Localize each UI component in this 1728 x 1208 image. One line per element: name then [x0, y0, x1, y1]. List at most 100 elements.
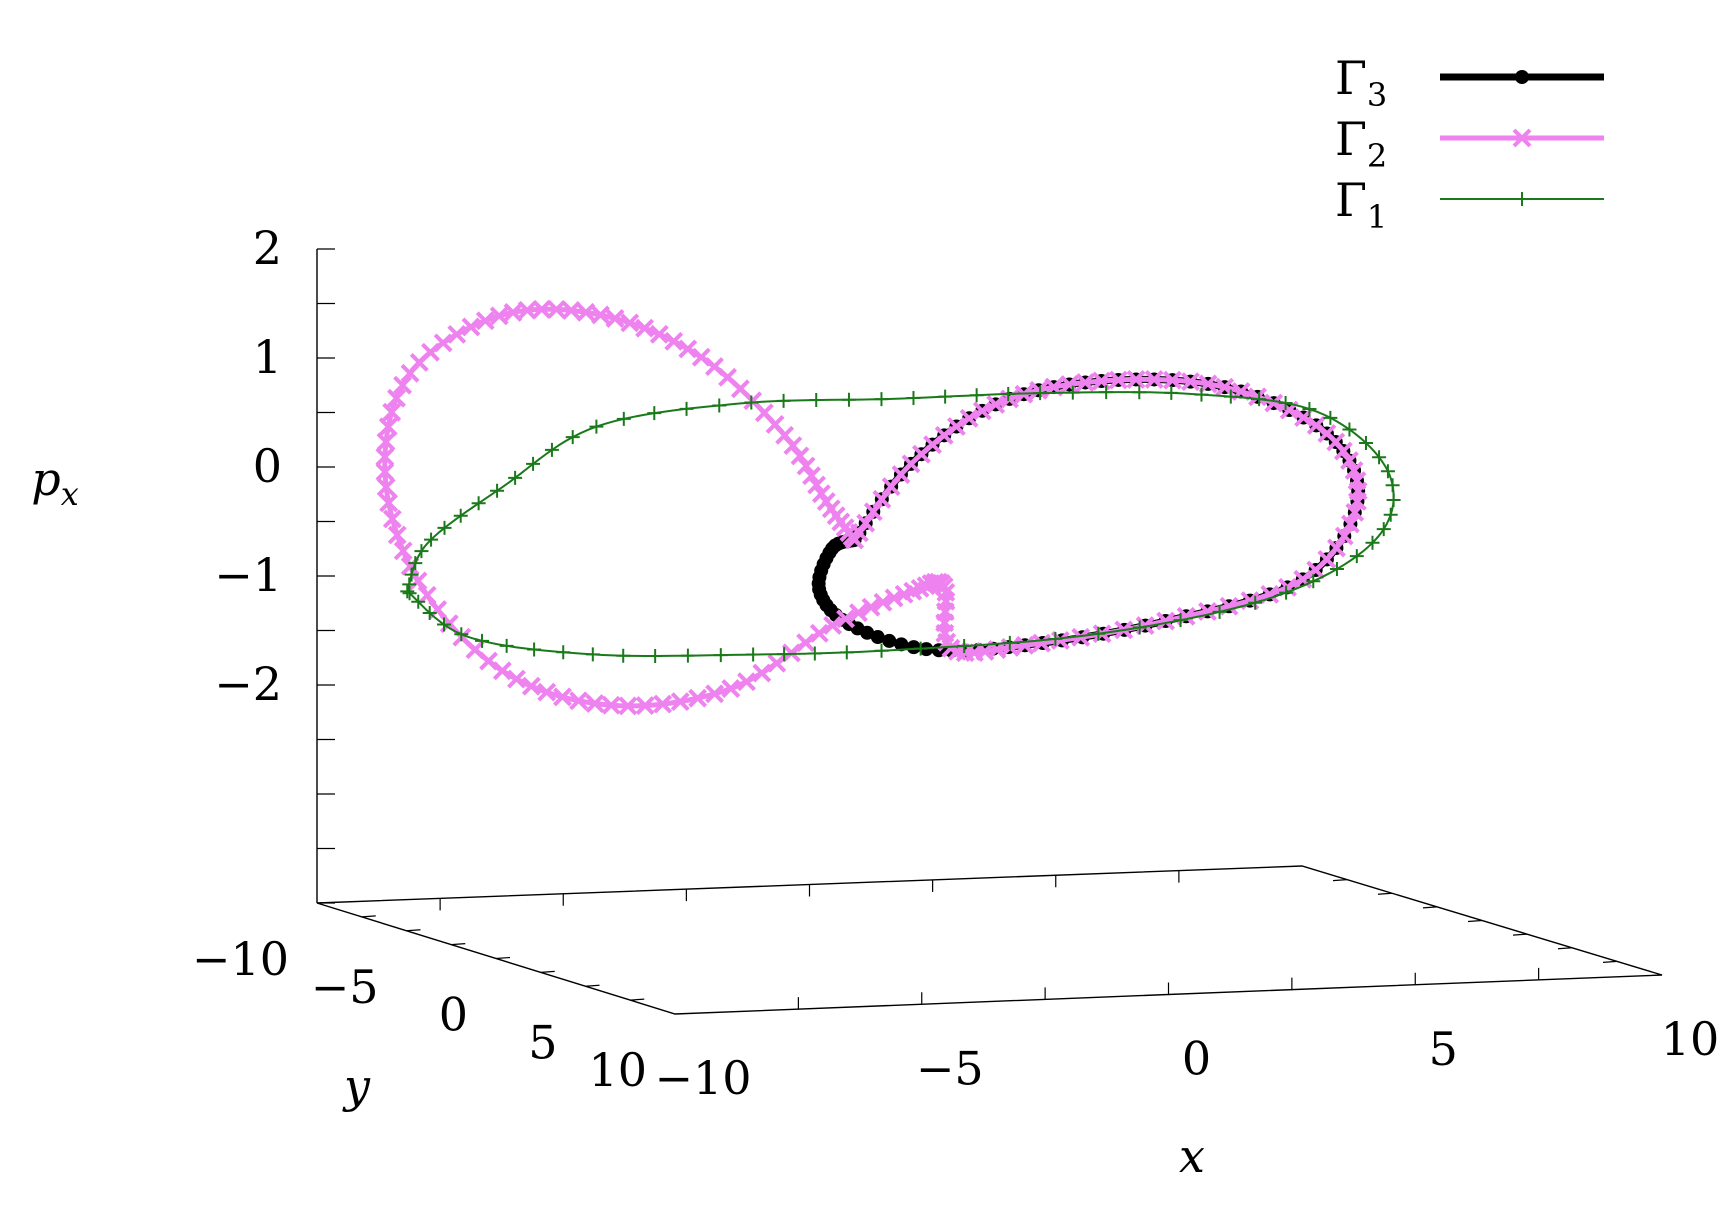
legend-label: Γ3 — [1335, 51, 1387, 114]
legend-marker — [1512, 128, 1532, 148]
data-point — [1372, 450, 1387, 465]
x-axis-label: x — [1179, 1129, 1205, 1183]
data-point — [649, 324, 669, 344]
data-point — [783, 436, 803, 456]
data-point — [1349, 549, 1364, 564]
data-point — [635, 318, 655, 338]
y-tick-mark — [585, 984, 600, 987]
data-point — [721, 679, 741, 698]
data-point — [1333, 441, 1353, 461]
data-point — [737, 672, 756, 692]
data-point — [591, 305, 610, 325]
data-point — [569, 691, 589, 711]
data-point — [561, 301, 581, 320]
z-axis-label: px — [31, 452, 79, 513]
data-point — [863, 502, 883, 522]
x-tick-label: 5 — [1429, 1022, 1458, 1076]
data-point — [934, 425, 954, 445]
data-point — [1376, 522, 1391, 537]
data-point — [375, 462, 395, 482]
data-point — [411, 594, 426, 609]
data-point — [376, 432, 396, 452]
y-tick-mark — [1377, 892, 1393, 895]
data-point — [882, 633, 897, 648]
data-point — [845, 530, 864, 550]
legend-marker — [1515, 70, 1529, 84]
data-point — [547, 299, 566, 319]
data-point — [379, 493, 399, 513]
base-plane — [316, 865, 1663, 1015]
data-point — [576, 302, 596, 322]
data-point — [809, 393, 824, 408]
data-point — [1386, 492, 1401, 507]
data-point — [957, 639, 972, 654]
data-point — [1194, 387, 1209, 402]
data-point — [616, 648, 631, 663]
data-point — [1071, 627, 1091, 647]
data-point — [1212, 604, 1227, 619]
data-point — [447, 324, 467, 344]
data-point — [565, 430, 580, 445]
data-point — [382, 509, 402, 529]
data-point — [713, 648, 728, 663]
data-point — [1383, 507, 1398, 522]
data-point — [544, 442, 559, 457]
data-point — [1223, 389, 1238, 404]
data-point — [1306, 560, 1326, 580]
data-point — [872, 489, 892, 509]
data-point — [1385, 478, 1400, 493]
data-point — [433, 333, 453, 353]
y-tick-mark — [1422, 906, 1438, 909]
data-point — [776, 393, 791, 408]
data-point — [744, 395, 759, 410]
data-point — [1380, 464, 1395, 479]
data-point — [387, 388, 406, 408]
data-point — [400, 584, 415, 599]
data-point — [802, 466, 821, 486]
data-point — [620, 313, 640, 333]
data-point — [1323, 410, 1338, 425]
data-point — [680, 648, 695, 663]
data-point — [913, 641, 928, 656]
data-point — [402, 586, 417, 601]
y-tick-mark — [630, 998, 645, 1001]
data-point — [605, 309, 625, 328]
legend-item: Γ2 — [1335, 112, 1604, 175]
data-point — [382, 402, 402, 422]
z-tick-label: −1 — [214, 548, 282, 602]
data-point — [589, 419, 604, 434]
data-point — [618, 696, 638, 716]
data-point — [972, 401, 992, 421]
data-point — [532, 299, 552, 319]
y-tick-mark — [361, 915, 376, 918]
x-tick-label: −5 — [916, 1041, 984, 1095]
data-point — [1365, 535, 1380, 550]
data-point — [809, 623, 829, 643]
data-point — [746, 647, 761, 662]
data-point — [1248, 387, 1267, 407]
data-point — [647, 406, 662, 421]
data-point — [408, 556, 423, 571]
y-tick-mark — [1557, 947, 1573, 950]
data-point — [507, 669, 526, 689]
y-tick-label: 5 — [528, 1015, 557, 1069]
data-point — [421, 342, 440, 362]
data-point — [1144, 370, 1164, 389]
data-point — [556, 645, 571, 660]
data-point — [601, 695, 621, 715]
data-point — [454, 627, 469, 642]
data-point — [585, 647, 600, 662]
data-point — [1279, 585, 1294, 600]
data-point — [807, 646, 822, 661]
data-point — [376, 477, 396, 497]
legend-item: Γ3 — [1335, 51, 1604, 114]
data-point — [648, 648, 663, 663]
data-point — [424, 532, 439, 547]
data-point — [461, 317, 481, 337]
z-tick-label: 0 — [253, 439, 282, 493]
data-point — [1198, 374, 1218, 394]
y-tick-mark — [1467, 919, 1483, 923]
y-tick-mark — [495, 956, 511, 960]
data-point — [861, 597, 881, 617]
